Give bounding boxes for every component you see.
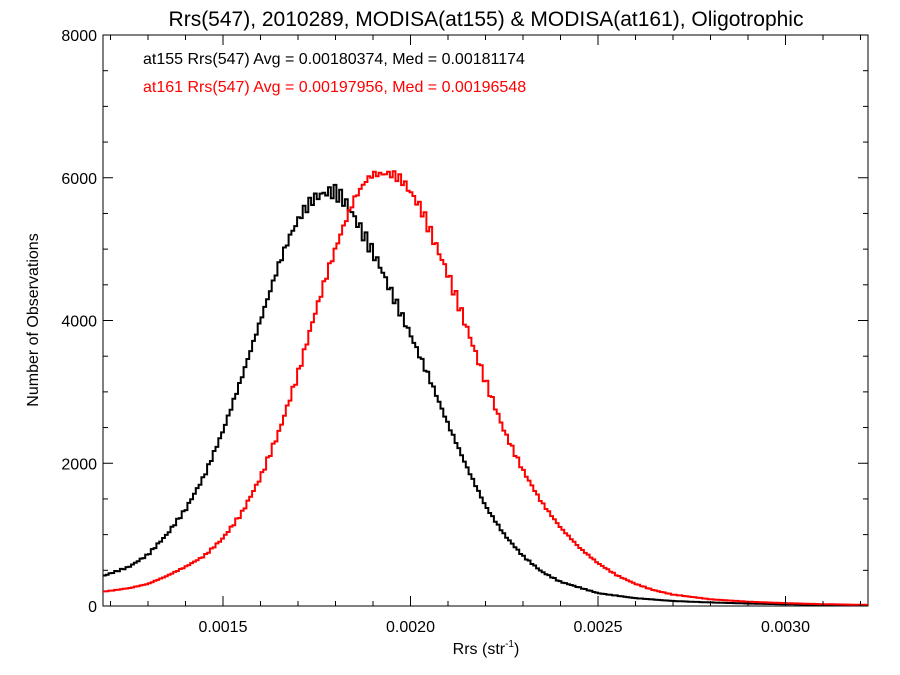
series-layer bbox=[103, 170, 868, 607]
x-tick-label: 0.0030 bbox=[761, 619, 810, 636]
annotation-at155: at155 Rrs(547) Avg = 0.00180374, Med = 0… bbox=[143, 51, 525, 68]
y-tick-label: 2000 bbox=[61, 456, 97, 473]
x-tick-label: 0.0020 bbox=[386, 619, 435, 636]
y-tick-label: 6000 bbox=[61, 171, 97, 188]
annotation-at161: at161 Rrs(547) Avg = 0.00197956, Med = 0… bbox=[143, 79, 526, 96]
chart-title: Rrs(547), 2010289, MODISA(at155) & MODIS… bbox=[169, 8, 804, 31]
series-line-at161 bbox=[103, 170, 868, 606]
x-tick-label: 0.0015 bbox=[199, 619, 248, 636]
y-tick-label: 0 bbox=[88, 599, 97, 616]
x-axis-label-superscript: -1 bbox=[505, 639, 514, 650]
y-axis-label: Number of Observations bbox=[25, 233, 42, 406]
plot-area bbox=[102, 34, 869, 607]
x-axis-label-close: ) bbox=[514, 641, 519, 658]
series-line-at155 bbox=[103, 183, 868, 607]
x-axis-label: Rrs (str-1) bbox=[453, 639, 520, 658]
plot-frame bbox=[102, 34, 869, 607]
y-tick-label: 4000 bbox=[61, 314, 97, 331]
y-tick-label: 8000 bbox=[61, 28, 97, 45]
x-tick-label: 0.0025 bbox=[574, 619, 623, 636]
x-axis-label-main: Rrs (str bbox=[453, 641, 506, 658]
ticks-layer: 0.0015 0.0020 0.0025 0.0030 0 2000 4000 6000 800… bbox=[61, 28, 868, 636]
